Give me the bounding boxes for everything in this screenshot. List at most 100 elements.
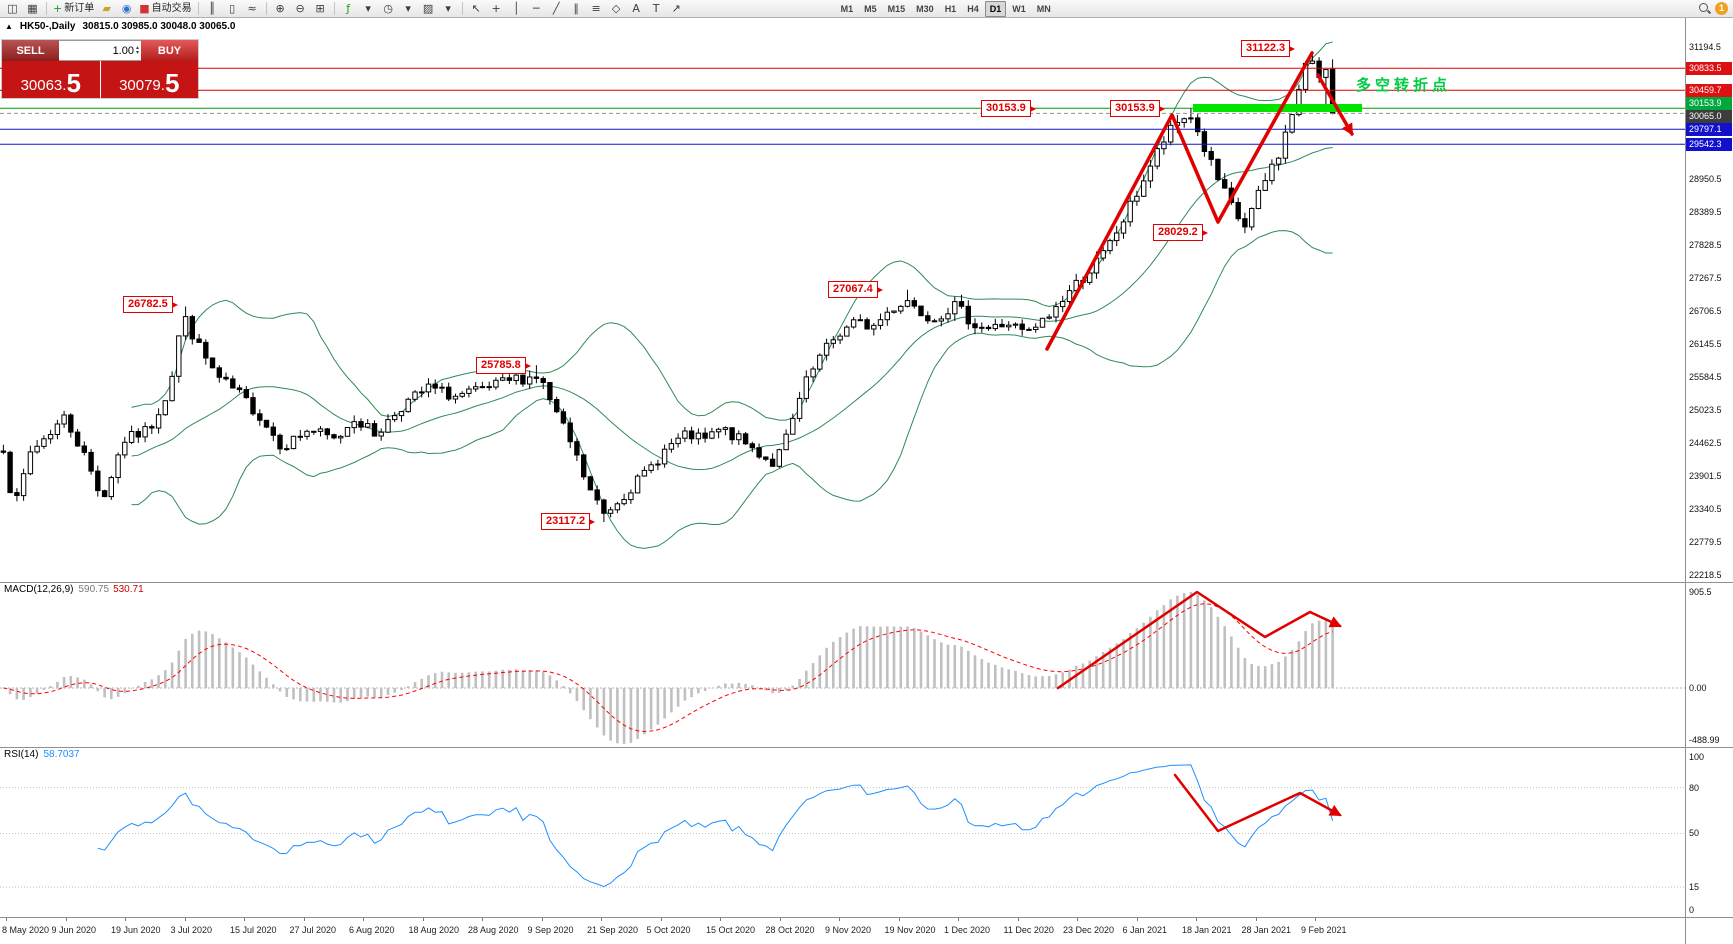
stepper-down-icon[interactable]: ▾ — [135, 49, 139, 56]
window-tools: ◫ ▦ — [3, 1, 42, 16]
equidistant-channel-icon[interactable]: ∥ — [573, 2, 579, 15]
drawing-tools: ↖ + │ ─ ╱ ∥ ≡ ◇ A T ↗ — [467, 1, 686, 16]
price-annotation[interactable]: 31122.3 — [1241, 40, 1296, 57]
templates-dropdown-icon[interactable]: ▾ — [445, 2, 451, 15]
toolbar-separator — [197, 2, 199, 15]
date-label: 9 Feb 2021 — [1301, 925, 1347, 935]
shapes-icon[interactable]: ◇ — [611, 2, 621, 15]
sell-price[interactable]: 30063. 5 — [2, 61, 100, 98]
zoom-in-icon[interactable]: ⊕ — [275, 2, 285, 15]
periods-icon[interactable]: ◷ — [383, 2, 393, 15]
time-tick — [1196, 917, 1197, 921]
indicators-dropdown-icon[interactable]: ▾ — [365, 2, 371, 15]
trend-line-drawing[interactable] — [1056, 590, 1342, 690]
date-label: 18 Aug 2020 — [408, 925, 460, 935]
main-chart-svg[interactable] — [0, 18, 1685, 582]
crosshair-icon[interactable]: + — [491, 2, 501, 15]
rsi-svg[interactable] — [0, 747, 1685, 917]
bar-chart-icon[interactable]: ║ — [208, 2, 216, 15]
price-annotation[interactable]: 26782.5 — [123, 296, 178, 313]
macd-signal-line — [3, 603, 1333, 733]
zoom-out-icon[interactable]: ⊖ — [295, 2, 305, 15]
timeframe-mn[interactable]: MN — [1036, 3, 1051, 14]
profiles-icon[interactable]: ▦ — [27, 2, 38, 15]
periods-dropdown-icon[interactable]: ▾ — [405, 2, 411, 15]
timeframe-d1[interactable]: D1 — [984, 0, 1007, 17]
date-label: 6 Jan 2021 — [1122, 925, 1168, 935]
notification-badge[interactable]: 1 — [1715, 2, 1728, 15]
text-label-icon[interactable]: T — [652, 2, 660, 15]
chart-type-tools: ║ ▯ ≈ — [203, 1, 262, 16]
vertical-line-icon[interactable]: │ — [512, 2, 520, 15]
price-level-badge: 30153.9 — [1686, 97, 1732, 110]
time-tick — [303, 917, 305, 921]
timeframe-h4[interactable]: H4 — [967, 3, 979, 14]
macd-pane[interactable]: MACD(12,26,9) 590.75 530.71 — [0, 582, 1685, 747]
price-level-badge: 30833.5 — [1686, 62, 1732, 75]
arrows-icon[interactable]: ↗ — [671, 2, 681, 15]
cursor-icon[interactable]: ↖ — [471, 2, 481, 15]
bollinger-bands — [131, 41, 1333, 549]
trendline-icon[interactable]: ╱ — [552, 2, 560, 15]
buy-price[interactable]: 30079. 5 — [100, 61, 198, 98]
horizontal-object-lines[interactable] — [0, 67, 1685, 145]
main-chart-pane[interactable]: ▲ HK50-,Daily 30815.0 30985.0 30048.0 30… — [0, 18, 1685, 582]
rsi-pane[interactable]: RSI(14) 58.7037 — [0, 747, 1685, 917]
trend-line-drawing[interactable] — [1173, 773, 1342, 833]
volume-input[interactable]: 1.00 ▴ ▾ — [59, 40, 141, 61]
volume-stepper[interactable]: ▴ ▾ — [135, 44, 139, 56]
indicators-icon[interactable]: ƒ — [346, 2, 351, 15]
chart-symbol-header: ▲ HK50-,Daily 30815.0 30985.0 30048.0 30… — [5, 21, 235, 32]
price-annotation[interactable]: 30153.9 — [981, 100, 1036, 117]
date-label: 9 Sep 2020 — [527, 925, 574, 935]
time-tick — [898, 917, 900, 921]
price-scale[interactable]: 31194.5 28950.5 28389.5 27828.5 27267.5 26706… — [1686, 18, 1733, 944]
templates-icon[interactable]: ▨ — [422, 2, 434, 15]
price-scale-label: 28950.5 — [1689, 174, 1722, 184]
price-level-badge: 29797.1 — [1686, 123, 1732, 136]
autotrading-button[interactable]: ■ 自动交易 — [139, 2, 192, 15]
time-tick — [839, 917, 840, 921]
timeframe-m30[interactable]: M30 — [916, 3, 934, 14]
timeframe-w1[interactable]: W1 — [1012, 3, 1026, 14]
timeframe-h1[interactable]: H1 — [944, 3, 957, 14]
market-icon[interactable]: ◉ — [121, 2, 132, 15]
pane-separator[interactable] — [0, 582, 1733, 583]
macd-scale-label: 0.00 — [1689, 683, 1707, 693]
time-tick — [65, 917, 67, 921]
price-annotation[interactable]: 27067.4 — [828, 281, 883, 298]
timeframe-m15[interactable]: M15 — [887, 3, 906, 14]
date-label: 6 Aug 2020 — [349, 925, 395, 935]
date-label: 19 Jun 2020 — [111, 925, 161, 935]
timeframe-m1[interactable]: M1 — [840, 3, 854, 14]
sell-button[interactable]: SELL — [2, 40, 59, 61]
search-icon[interactable] — [1698, 2, 1711, 15]
rsi-scale-label: 15 — [1689, 882, 1700, 892]
timeframe-m5[interactable]: M5 — [864, 3, 877, 14]
highlight-band[interactable] — [1193, 104, 1362, 112]
fibonacci-icon[interactable]: ≡ — [591, 2, 601, 15]
new-chart-icon[interactable]: ◫ — [7, 2, 18, 15]
rsi-scale-label: 80 — [1689, 783, 1700, 793]
price-level-badge: 30065.0 — [1686, 110, 1732, 123]
symbol-arrow-icon: ▲ — [5, 22, 13, 31]
trend-line-drawing[interactable] — [1045, 51, 1314, 351]
pane-separator[interactable] — [0, 747, 1733, 748]
new-order-button[interactable]: + 新订单 — [53, 2, 95, 15]
tile-windows-icon[interactable]: ⊞ — [315, 2, 325, 15]
buy-button[interactable]: BUY — [141, 40, 198, 61]
price-annotation[interactable]: 30153.9 — [1110, 100, 1165, 117]
stepper-up-icon[interactable]: ▴ — [135, 44, 139, 51]
time-tick — [1315, 917, 1316, 921]
macd-svg[interactable] — [0, 582, 1685, 747]
price-annotation[interactable]: 28029.2 — [1153, 224, 1208, 241]
text-icon[interactable]: A — [632, 2, 640, 15]
line-chart-icon[interactable]: ≈ — [247, 2, 257, 15]
depth-of-market-icon[interactable]: ▰ — [102, 2, 111, 15]
candlestick-chart-icon[interactable]: ▯ — [229, 2, 236, 15]
time-axis[interactable]: 8 May 2020 9 Jun 2020 19 Jun 2020 3 Jul 202… — [0, 917, 1685, 944]
price-annotation[interactable]: 25785.8 — [476, 357, 531, 374]
trend-line-drawing[interactable] — [1316, 73, 1354, 136]
horizontal-line-icon[interactable]: ─ — [532, 2, 540, 15]
price-annotation[interactable]: 23117.2 — [541, 513, 596, 530]
